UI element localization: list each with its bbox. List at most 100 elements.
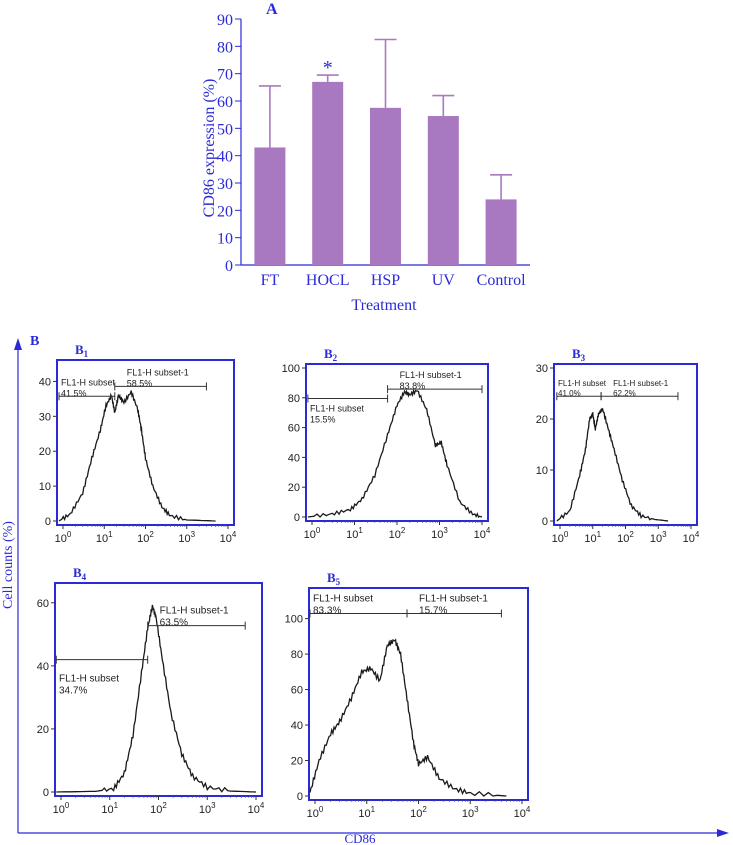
histogram-y-tick-label: 20 <box>39 446 51 458</box>
histogram-x-tick-label: 104 <box>683 530 700 545</box>
histogram-y-tick-label: 20 <box>291 756 303 768</box>
histogram-x-tick-label: 100 <box>552 530 569 545</box>
histogram-x-tick-label: 104 <box>474 526 491 541</box>
histogram-y-tick-label: 20 <box>536 414 548 426</box>
x-tick-base: 10 <box>389 529 401 541</box>
histogram-label-letter: B <box>75 342 84 357</box>
panel-a-y-tick-label: 40 <box>217 149 233 166</box>
x-tick-exponent: 0 <box>65 801 70 810</box>
histogram-label-letter: B <box>324 346 333 361</box>
panel-a-bar-chart: A CD86 expression (%) Treatment 0 10 20 30 4… <box>201 1 530 314</box>
panel-a-bar <box>370 107 401 265</box>
histogram-x-tick-label: 101 <box>358 805 375 820</box>
x-tick-exponent: 4 <box>526 805 531 814</box>
histogram-x-tick-label: 102 <box>617 530 634 545</box>
histogram-x-tick-label: 100 <box>304 526 321 541</box>
gate-name: FL1-H subset <box>310 404 365 414</box>
x-tick-exponent: 2 <box>149 530 154 539</box>
gate-percent: 83.3% <box>313 605 341 616</box>
x-tick-exponent: 0 <box>319 805 324 814</box>
histogram-x-tick-label: 103 <box>650 530 667 545</box>
panel-a-x-tick-label: HSP <box>371 272 400 289</box>
histogram-curve <box>309 638 507 797</box>
x-tick-base: 10 <box>431 529 443 541</box>
panel-a-bar <box>485 199 517 265</box>
x-tick-base: 10 <box>617 533 629 545</box>
histogram-y-tick-label: 0 <box>542 516 548 528</box>
x-tick-base: 10 <box>53 804 65 816</box>
histogram-y-tick-label: 40 <box>39 376 51 388</box>
panel-a-y-tick-label: 20 <box>217 203 233 220</box>
histogram-label: B2 <box>324 346 338 363</box>
gate-percent: 15.7% <box>419 605 447 616</box>
x-tick-exponent: 1 <box>114 801 119 810</box>
histogram-y-tick-label: 100 <box>282 363 300 375</box>
histogram-y-tick-label: 10 <box>536 465 548 477</box>
histogram-x-tick-label: 104 <box>514 805 531 820</box>
x-tick-base: 10 <box>199 804 211 816</box>
panel-a-y-tick-label: 80 <box>217 39 233 56</box>
histogram-x-tick-label: 101 <box>584 530 601 545</box>
panel-a-x-tick-label: HOCL <box>306 272 350 289</box>
panel-b-y-arrowhead <box>14 338 22 350</box>
histogram-x-tick-label: 100 <box>307 805 324 820</box>
panel-a-y-tick-label: 10 <box>217 231 233 248</box>
x-tick-base: 10 <box>584 533 596 545</box>
x-tick-exponent: 2 <box>162 801 167 810</box>
histogram-y-tick-label: 0 <box>297 791 303 803</box>
panel-a-x-tick-label: UV <box>432 272 456 289</box>
histogram-x-tick-label: 102 <box>137 530 154 545</box>
histogram-x-tick-label: 102 <box>389 526 406 541</box>
x-tick-base: 10 <box>55 533 67 545</box>
gate-2: FL1-H subset-158.5% <box>114 367 207 391</box>
histogram-label-subscript: 3 <box>581 353 586 363</box>
histogram-y-tick-label: 100 <box>285 614 303 626</box>
x-tick-exponent: 3 <box>474 805 479 814</box>
gate-percent: 34.7% <box>59 686 87 697</box>
histogram-y-tick-label: 30 <box>39 411 51 423</box>
panel-b-x-axis-label: CD86 <box>344 831 376 845</box>
gate-name: FL1-H subset <box>558 379 607 388</box>
gate-percent: 62.2% <box>613 389 636 398</box>
histogram-x-tick-label: 101 <box>101 801 118 816</box>
x-tick-exponent: 3 <box>211 801 216 810</box>
gate-name: FL1-H subset-1 <box>613 379 669 388</box>
panel-a-x-tick-label: Control <box>477 272 526 289</box>
histogram-label: B1 <box>75 342 89 359</box>
x-tick-base: 10 <box>358 808 370 820</box>
gate-name: FL1-H subset-1 <box>160 606 229 617</box>
histogram-y-tick-label: 80 <box>288 393 300 405</box>
histogram-y-tick-label: 0 <box>43 787 49 799</box>
histogram-x-tick-label: 102 <box>410 805 427 820</box>
histogram-x-tick-label: 101 <box>346 526 363 541</box>
panel-a-x-axis-label: Treatment <box>351 297 417 314</box>
x-tick-exponent: 0 <box>564 530 569 539</box>
panel-a-bar <box>312 81 344 265</box>
x-tick-exponent: 2 <box>422 805 427 814</box>
histogram-x-tick-label: 104 <box>220 530 237 545</box>
panel-a-x-tick-label: FT <box>261 272 280 289</box>
x-tick-exponent: 3 <box>443 526 448 535</box>
panel-a-significance-star: * <box>323 57 333 79</box>
histogram-label: B3 <box>572 346 586 363</box>
histogram-label: B4 <box>73 565 87 582</box>
x-tick-base: 10 <box>178 533 190 545</box>
x-tick-exponent: 2 <box>629 530 634 539</box>
histogram-y-tick-label: 40 <box>291 720 303 732</box>
histogram-x-tick-label: 101 <box>96 530 113 545</box>
histogram-y-tick-label: 60 <box>37 598 49 610</box>
histogram-x-tick-label: 103 <box>178 530 195 545</box>
x-tick-exponent: 2 <box>401 526 406 535</box>
x-tick-exponent: 1 <box>371 805 376 814</box>
histogram-label-subscript: 4 <box>82 572 87 582</box>
x-tick-base: 10 <box>462 808 474 820</box>
histogram-label: B5 <box>327 570 341 587</box>
histogram-x-tick-label: 104 <box>248 801 265 816</box>
x-tick-base: 10 <box>474 529 486 541</box>
histogram-curve <box>307 388 483 519</box>
